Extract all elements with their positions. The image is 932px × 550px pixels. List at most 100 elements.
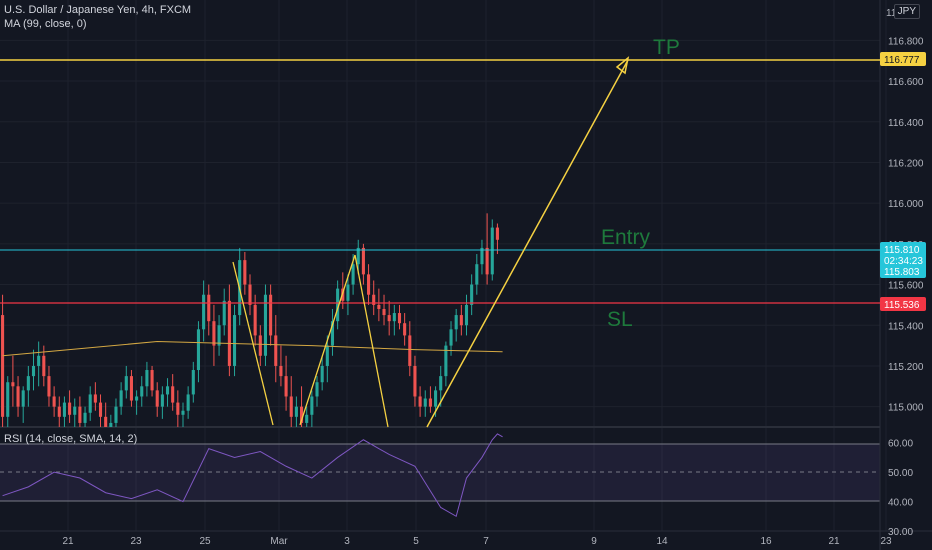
candle-body: [434, 390, 438, 407]
candle-body: [325, 345, 329, 366]
candle-body: [47, 376, 51, 397]
current-price-label: 115.810: [884, 245, 920, 256]
time-axis-label: 9: [591, 536, 597, 547]
candle-body: [62, 402, 66, 417]
time-axis-label: 5: [413, 536, 419, 547]
zigzag-leg-2[interactable]: [299, 254, 356, 426]
candle-body: [459, 315, 463, 326]
candle-body: [119, 390, 123, 407]
candle-body: [176, 402, 180, 415]
zigzag-leg-1[interactable]: [232, 261, 274, 426]
candle-body: [428, 398, 432, 407]
sl-price-tag: [880, 297, 926, 311]
candle-body: [202, 294, 206, 330]
arrow-head-icon: [615, 56, 630, 75]
candle-body: [26, 376, 30, 391]
candle-body: [6, 382, 10, 417]
price-axis-label: 116.200: [888, 158, 924, 169]
rsi-indicator-legend[interactable]: RSI (14, close, SMA, 14, 2): [4, 433, 138, 445]
candle-body: [222, 300, 226, 326]
candle-body: [439, 376, 443, 391]
candle-body: [387, 315, 391, 322]
candle-body: [449, 329, 453, 346]
candle-body: [150, 370, 154, 391]
rsi-axis-label: 40.00: [888, 498, 913, 509]
candle-body: [42, 355, 46, 377]
candle-body: [16, 386, 20, 407]
time-axis-label: 23: [880, 536, 892, 547]
candle-body: [140, 386, 144, 397]
candle-body: [408, 335, 412, 366]
candle-body: [475, 264, 479, 285]
candle-body: [52, 396, 56, 407]
rsi-axis[interactable]: 60.00 50.00 40.00 30.00: [888, 439, 913, 538]
candle-body: [165, 386, 170, 395]
price-axis-label: 115.200: [888, 362, 924, 373]
candles: [1, 213, 499, 427]
candle-body: [155, 390, 159, 407]
candle-body: [171, 386, 175, 403]
candle-body: [31, 365, 36, 377]
sl-price-tag-label: 115.536: [884, 300, 920, 311]
zigzag-leg-3[interactable]: [354, 254, 389, 428]
currency-button[interactable]: JPY: [893, 4, 920, 19]
candle-body: [310, 396, 314, 415]
candle-body: [315, 382, 319, 397]
price-axis[interactable]: 116.800116.600116.400116.200116.000115.8…: [888, 36, 924, 413]
price-axis-label: 116.000: [888, 199, 924, 210]
rsi-axis-label: 30.00: [888, 527, 913, 538]
tp-price-tag: [880, 52, 926, 66]
candle-body: [330, 321, 335, 346]
candle-body: [284, 376, 288, 397]
entry-annotation[interactable]: Entry: [601, 226, 651, 249]
candle-body: [346, 284, 350, 301]
symbol-title[interactable]: U.S. Dollar / Japanese Yen, 4h, FXCM: [4, 4, 192, 16]
candle-body: [454, 315, 458, 330]
candle-body: [294, 406, 298, 417]
price-axis-label: 116.400: [888, 118, 924, 129]
candle-body: [377, 304, 381, 309]
candle-body: [98, 402, 103, 417]
ma-indicator-legend[interactable]: MA (99, close, 0): [4, 18, 87, 30]
candle-body: [372, 294, 376, 305]
candle-body: [361, 247, 365, 275]
candle-body: [263, 294, 268, 356]
candle-body: [186, 394, 190, 411]
candle-body: [57, 406, 61, 417]
time-axis[interactable]: 21 23 25 Mar 3 5 7 9 14 16 21 23: [62, 536, 892, 547]
candle-body: [480, 247, 484, 265]
candle-body: [320, 365, 324, 383]
time-axis-label: 3: [344, 536, 350, 547]
candle-body: [253, 304, 257, 336]
candle-body: [11, 382, 15, 387]
rsi-axis-label: 50.00: [888, 468, 913, 479]
candle-body: [248, 284, 252, 305]
candle-body: [423, 398, 427, 407]
tp-annotation[interactable]: TP: [653, 36, 680, 59]
ma-line: [2, 341, 503, 357]
projection-arrow[interactable]: [426, 59, 629, 428]
candle-body: [109, 422, 113, 427]
candle-body: [279, 365, 283, 377]
price-axis-label: 115.600: [888, 281, 924, 292]
candle-body: [145, 370, 149, 387]
candle-body: [191, 370, 195, 395]
candle-body: [269, 294, 273, 336]
candle-body: [78, 406, 82, 423]
candle-body: [305, 414, 309, 423]
candle-body: [181, 410, 185, 415]
bid-price-label: 115.803: [884, 267, 920, 278]
candle-body: [1, 315, 5, 417]
candle-body: [68, 402, 72, 415]
candle-body: [382, 308, 386, 316]
time-axis-label: 7: [483, 536, 489, 547]
candle-body: [356, 247, 360, 265]
candle-body: [444, 345, 448, 377]
candle-body: [336, 288, 340, 322]
candle-body: [300, 406, 304, 423]
candle-body: [196, 329, 200, 371]
sl-annotation[interactable]: SL: [607, 308, 633, 331]
candle-body: [397, 313, 402, 324]
